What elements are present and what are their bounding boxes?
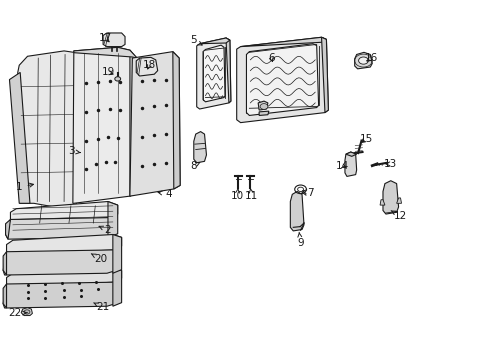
Text: 12: 12 (390, 211, 407, 221)
Text: 17: 17 (99, 33, 112, 43)
Text: 8: 8 (190, 161, 200, 171)
Text: 20: 20 (91, 254, 107, 264)
Text: 5: 5 (190, 35, 202, 45)
Text: 10: 10 (230, 188, 243, 201)
Polygon shape (136, 57, 158, 76)
Polygon shape (74, 47, 137, 58)
Polygon shape (103, 33, 125, 46)
Polygon shape (18, 51, 86, 209)
Polygon shape (3, 252, 6, 275)
Text: 14: 14 (335, 161, 348, 171)
Text: 22: 22 (9, 309, 27, 318)
Text: 3: 3 (68, 146, 80, 156)
Polygon shape (193, 132, 206, 163)
Polygon shape (113, 234, 122, 273)
Text: 15: 15 (359, 134, 372, 144)
Text: 16: 16 (364, 53, 377, 63)
Text: 6: 6 (267, 53, 274, 63)
Text: 11: 11 (244, 188, 258, 201)
Polygon shape (21, 308, 32, 316)
Polygon shape (108, 202, 118, 237)
Polygon shape (259, 111, 268, 116)
Polygon shape (3, 284, 6, 308)
Polygon shape (344, 152, 356, 176)
Polygon shape (3, 245, 122, 275)
Circle shape (358, 57, 367, 64)
Polygon shape (172, 51, 180, 189)
Polygon shape (382, 181, 398, 214)
Text: 9: 9 (297, 232, 303, 248)
Polygon shape (246, 44, 318, 116)
Circle shape (24, 310, 30, 314)
Circle shape (260, 104, 267, 109)
Polygon shape (379, 200, 384, 205)
Polygon shape (240, 37, 326, 46)
Polygon shape (396, 198, 401, 203)
Polygon shape (5, 213, 118, 239)
Polygon shape (130, 51, 180, 196)
Text: 21: 21 (94, 302, 109, 312)
Polygon shape (6, 234, 122, 255)
Polygon shape (3, 278, 122, 308)
Polygon shape (5, 220, 10, 239)
Text: 7: 7 (302, 188, 313, 198)
Polygon shape (225, 38, 230, 103)
Polygon shape (258, 101, 267, 110)
Text: 4: 4 (158, 189, 172, 199)
Text: 19: 19 (101, 67, 114, 77)
Polygon shape (236, 37, 328, 123)
Polygon shape (345, 152, 356, 156)
Polygon shape (290, 192, 304, 231)
Polygon shape (9, 72, 30, 203)
Polygon shape (113, 268, 122, 306)
Polygon shape (130, 50, 137, 196)
Polygon shape (203, 45, 224, 102)
Text: 1: 1 (16, 182, 33, 192)
Circle shape (115, 77, 121, 81)
Polygon shape (199, 38, 229, 44)
Polygon shape (321, 37, 328, 113)
Text: 2: 2 (99, 225, 111, 235)
Text: 13: 13 (384, 159, 397, 169)
Polygon shape (6, 268, 122, 288)
Polygon shape (10, 202, 118, 224)
Text: 18: 18 (142, 60, 156, 70)
Polygon shape (354, 52, 371, 69)
Polygon shape (196, 38, 230, 109)
Polygon shape (73, 47, 137, 203)
